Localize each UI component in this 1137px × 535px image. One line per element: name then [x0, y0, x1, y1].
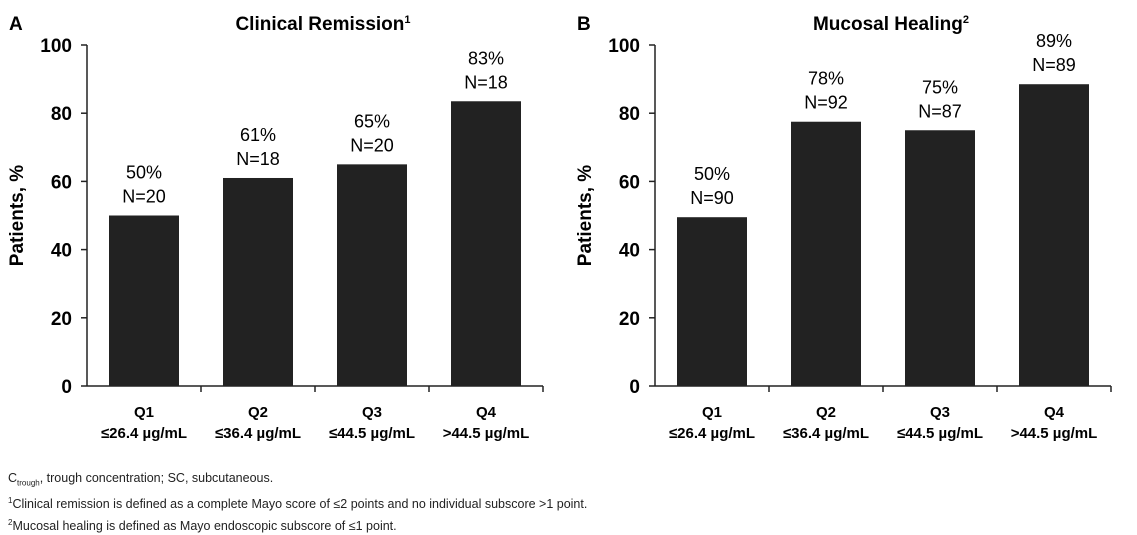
- data-label-n: N=18: [236, 149, 280, 169]
- data-label-percent: 83%: [468, 48, 504, 68]
- bar: [451, 101, 521, 386]
- chart-title: Clinical Remission1: [235, 14, 410, 35]
- x-tick-range-label: ≤26.4 µg/mL: [669, 425, 755, 442]
- data-label-percent: 61%: [240, 125, 276, 145]
- bar: [337, 164, 407, 386]
- bar: [791, 121, 861, 386]
- data-label-n: N=89: [1032, 55, 1076, 75]
- x-tick-range-label: >44.5 µg/mL: [1011, 425, 1098, 442]
- bar: [223, 177, 293, 386]
- data-label-n: N=20: [350, 135, 394, 155]
- y-tick-label: 40: [51, 241, 72, 262]
- x-tick-range-label: >44.5 µg/mL: [443, 425, 530, 442]
- y-tick-label: 100: [40, 36, 72, 57]
- footnote-1: 1Clinical remission is defined as a comp…: [8, 496, 588, 512]
- x-tick-label: Q3: [362, 404, 382, 421]
- y-tick-label: 60: [51, 172, 72, 193]
- data-label-n: N=90: [690, 188, 734, 208]
- data-label-percent: 78%: [808, 69, 844, 89]
- panel-letter: B: [577, 14, 591, 35]
- y-tick-label: 20: [619, 309, 640, 330]
- bar: [905, 130, 975, 386]
- data-label-n: N=87: [918, 101, 962, 121]
- y-tick-label: 100: [608, 36, 640, 57]
- bar: [109, 215, 179, 386]
- x-tick-label: Q2: [816, 404, 836, 421]
- x-tick-label: Q4: [1044, 404, 1065, 421]
- y-tick-label: 40: [619, 241, 640, 262]
- x-tick-label: Q1: [134, 404, 154, 421]
- x-tick-range-label: ≤36.4 µg/mL: [215, 425, 301, 442]
- y-tick-label: 20: [51, 309, 72, 330]
- x-tick-range-label: ≤44.5 µg/mL: [897, 425, 983, 442]
- y-tick-label: 80: [619, 104, 640, 125]
- x-tick-label: Q1: [702, 404, 722, 421]
- bar: [677, 217, 747, 386]
- panel-letter: A: [9, 14, 23, 35]
- bar: [1019, 84, 1089, 386]
- data-label-n: N=20: [122, 187, 166, 207]
- footnote-abbreviations: Ctrough, trough concentration; SC, subcu…: [8, 471, 274, 488]
- data-label-percent: 50%: [126, 163, 162, 183]
- footnote-2: 2Mucosal healing is defined as Mayo endo…: [8, 517, 397, 533]
- x-tick-label: Q4: [476, 404, 497, 421]
- x-tick-label: Q2: [248, 404, 268, 421]
- chart-panel-a: A Clinical Remission1 Patients, % 0 20 40 60 80…: [0, 0, 568, 455]
- data-label-n: N=18: [464, 72, 508, 92]
- mucosal-healing-chart: B Mucosal Healing2 Patients, % 0 20 40 60 80 100…: [575, 14, 1112, 442]
- data-label-percent: 65%: [354, 111, 390, 131]
- y-axis-label: Patients, %: [7, 165, 28, 266]
- clinical-remission-chart: A Clinical Remission1 Patients, % 0 20 40 60 80…: [7, 14, 544, 442]
- y-tick-label: 60: [619, 172, 640, 193]
- y-tick-label: 0: [629, 377, 640, 398]
- footnotes: Ctrough, trough concentration; SC, subcu…: [8, 470, 587, 535]
- x-tick-label: Q3: [930, 404, 950, 421]
- x-tick-range-label: ≤44.5 µg/mL: [329, 425, 415, 442]
- data-label-percent: 75%: [922, 77, 958, 97]
- y-tick-label: 0: [61, 377, 72, 398]
- chart-panel-b: B Mucosal Healing2 Patients, % 0 20 40 60 80 100…: [568, 0, 1136, 455]
- data-label-n: N=92: [804, 93, 848, 113]
- chart-title: Mucosal Healing2: [813, 14, 969, 35]
- y-axis-label: Patients, %: [575, 165, 596, 266]
- x-tick-range-label: ≤36.4 µg/mL: [783, 425, 869, 442]
- data-label-percent: 89%: [1036, 31, 1072, 51]
- y-tick-label: 80: [51, 104, 72, 125]
- data-label-percent: 50%: [694, 164, 730, 184]
- x-tick-range-label: ≤26.4 µg/mL: [101, 425, 187, 442]
